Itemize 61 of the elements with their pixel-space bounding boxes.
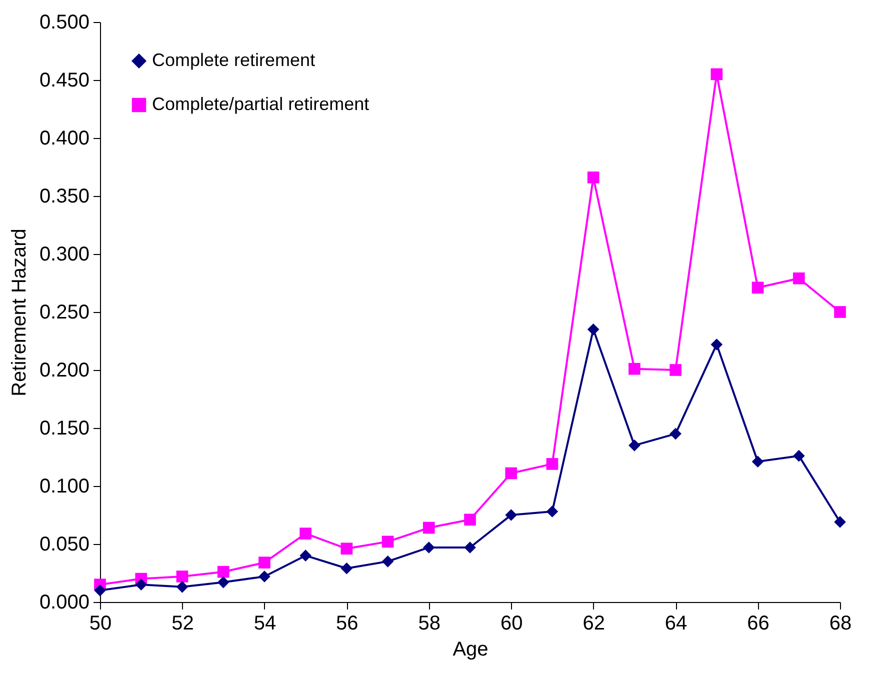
point: [792, 450, 805, 462]
y-tick-label: 0.100: [39, 476, 90, 498]
y-tick-label: 0.450: [39, 70, 90, 92]
point: [176, 581, 188, 593]
point: [382, 555, 394, 568]
y-tick-label: 0.250: [39, 302, 90, 324]
point: [710, 338, 723, 350]
point: [217, 566, 230, 578]
point: [546, 506, 558, 518]
legend-label: Complete retirement: [152, 50, 316, 70]
point: [340, 562, 353, 574]
point: [382, 536, 394, 548]
point: [135, 578, 148, 591]
point: [834, 306, 846, 318]
y-tick-label: 0.150: [39, 418, 90, 440]
point: [258, 556, 270, 568]
x-axis-title: Age: [452, 638, 488, 660]
point: [587, 172, 600, 184]
point: [94, 584, 106, 596]
point: [546, 458, 558, 470]
y-axis-title: Retirement Hazard: [8, 228, 30, 396]
x-tick-label: 56: [336, 612, 358, 634]
point: [628, 439, 640, 452]
point: [464, 514, 476, 526]
x-tick-label: 60: [500, 612, 523, 634]
point: [670, 364, 682, 376]
point: [752, 282, 764, 294]
point: [422, 542, 435, 554]
point: [422, 522, 435, 534]
point: [752, 456, 764, 468]
point: [176, 570, 188, 582]
point: [670, 428, 682, 440]
x-tick-label: 54: [254, 612, 276, 634]
legend-label: Complete/partial retirement: [152, 94, 370, 114]
y-tick-label: 0.200: [39, 360, 90, 382]
point: [792, 272, 805, 284]
x-tick-label: 58: [418, 612, 441, 634]
y-tick-label: 0.400: [39, 128, 90, 150]
x-tick-label: 52: [172, 612, 194, 634]
point: [464, 542, 476, 554]
y-tick-label: 0.000: [39, 592, 90, 614]
point: [340, 542, 353, 555]
x-tick-label: 68: [829, 612, 852, 634]
point: [710, 68, 723, 80]
point: [505, 509, 518, 521]
point: [834, 516, 846, 528]
y-tick-label: 0.350: [39, 186, 90, 208]
y-tick-label: 0.300: [39, 244, 90, 266]
x-tick-label: 66: [747, 612, 770, 634]
x-tick-label: 64: [664, 612, 688, 634]
point: [217, 576, 230, 588]
point: [628, 362, 640, 375]
x-tick-label: 50: [89, 612, 112, 634]
point: [258, 570, 270, 582]
point: [587, 323, 600, 336]
point: [505, 467, 518, 480]
y-tick-label: 0.050: [39, 534, 90, 556]
x-tick-label: 62: [582, 612, 605, 634]
y-tick-label: 0.500: [39, 12, 90, 34]
point: [300, 528, 312, 540]
point: [300, 550, 312, 562]
